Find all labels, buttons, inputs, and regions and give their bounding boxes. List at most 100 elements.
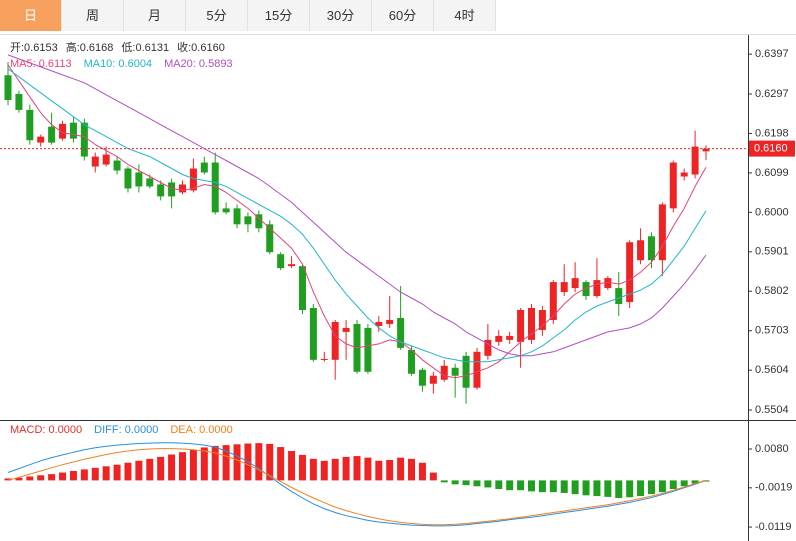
macd-bar [593, 480, 601, 497]
macd-bar [440, 480, 448, 483]
period-tabs: 日周月 5分 15分 30分 60分 4时 [0, 0, 496, 31]
macd-bar [538, 480, 546, 493]
candle-body [528, 308, 535, 340]
y-tick-label: 0.6397 [755, 48, 789, 60]
candle-body [233, 208, 241, 225]
y-tick-label: 0.6000 [755, 206, 789, 218]
y-tick-label: 0.5802 [755, 285, 789, 297]
ohlc-info: 收:0.6160 [177, 40, 225, 54]
candle-body [517, 310, 525, 342]
macd-bar [179, 452, 186, 481]
last-price-label: 0.6160 [754, 142, 788, 154]
candle-body [418, 369, 426, 386]
candle-body [135, 172, 143, 187]
candle-body [626, 242, 634, 303]
macd-bar [4, 478, 12, 481]
candle-body [298, 266, 306, 310]
macd-bar [48, 474, 56, 481]
macd-legend-item: MACD: 0.0000 [10, 424, 82, 436]
ma-legend-item: MA20: 0.5893 [164, 58, 233, 70]
macd-bar [233, 444, 241, 481]
y-tick-label: 0.6198 [755, 127, 789, 139]
candle-body [538, 310, 546, 330]
macd-bar [517, 480, 525, 491]
candle-body [168, 182, 176, 197]
macd-bar [168, 454, 176, 481]
macd-bar [211, 445, 219, 481]
macd-bar [691, 480, 699, 484]
candle-body [473, 351, 481, 388]
period-tab[interactable]: 60分 [372, 0, 434, 31]
macd-bar [59, 472, 67, 481]
candle-body [266, 224, 274, 253]
candle-body [4, 75, 12, 100]
candle-body [59, 123, 67, 139]
candle-body [506, 335, 514, 340]
macd-bar [495, 480, 503, 490]
y-tick-label: 0.6297 [755, 88, 789, 100]
candle-body [669, 162, 677, 209]
y-tick-label: 0.5901 [755, 246, 789, 258]
ma-legend-item: MA5: 0.6113 [10, 58, 72, 70]
candle-body [386, 319, 394, 324]
macd-bar [626, 480, 634, 498]
macd-bar [15, 477, 23, 481]
macd-bar [549, 480, 557, 493]
candle-body [288, 264, 296, 267]
macd-bar [451, 480, 459, 485]
ma5-line [7, 64, 707, 379]
candle-body [462, 355, 470, 388]
period-tab[interactable]: 月 [124, 0, 186, 31]
candle-body [429, 375, 437, 384]
period-tab[interactable]: 4时 [434, 0, 496, 31]
period-tab[interactable]: 周 [62, 0, 124, 31]
macd-bar [69, 470, 77, 481]
candle-body [124, 168, 132, 189]
ma-legend-item: MA10: 0.6004 [84, 58, 153, 70]
y-tick-label: 0.6099 [755, 167, 789, 179]
macd-bar [102, 466, 110, 481]
candle-body [102, 154, 110, 165]
candle-body [69, 122, 77, 139]
ma20-line [7, 54, 707, 357]
candle-body [549, 282, 557, 320]
candle-body [582, 282, 590, 297]
period-tab[interactable]: 15分 [248, 0, 310, 31]
candle-body [255, 214, 263, 229]
y2-tick-label: 0.0080 [755, 443, 789, 455]
macd-bar [647, 480, 655, 495]
candle-body [702, 148, 710, 152]
candle-body [113, 160, 121, 171]
ohlc-info: 低:0.6131 [121, 41, 169, 54]
period-tab[interactable]: 日 [0, 0, 62, 31]
period-tab[interactable]: 5分 [186, 0, 248, 31]
candle-body [593, 280, 601, 297]
candle-body [277, 254, 285, 269]
last-price-box [749, 140, 795, 157]
period-tab[interactable]: 30分 [310, 0, 372, 31]
macd-bar [91, 467, 99, 481]
y2-tick-label: -0.0019 [755, 482, 792, 494]
macd-bar [560, 480, 568, 493]
macd-bar [418, 462, 426, 481]
macd-bar [342, 456, 350, 481]
macd-bar [320, 460, 328, 481]
candle-body [560, 282, 568, 293]
y2-tick-label: -0.0119 [755, 521, 792, 533]
macd-bar [353, 456, 361, 481]
candle-body [658, 204, 666, 261]
candle-body [200, 162, 208, 173]
candle-body [647, 236, 655, 261]
candle-body [26, 109, 34, 141]
macd-bar [604, 480, 612, 497]
candle-body [637, 240, 645, 261]
macd-bar [571, 480, 579, 495]
candle-body [189, 168, 197, 191]
macd-bar [669, 480, 677, 490]
candle-body [364, 327, 372, 372]
diff-line [7, 442, 707, 527]
macd-bar [473, 480, 481, 487]
macd-bar [375, 460, 383, 481]
y-tick-label: 0.5604 [755, 364, 789, 376]
